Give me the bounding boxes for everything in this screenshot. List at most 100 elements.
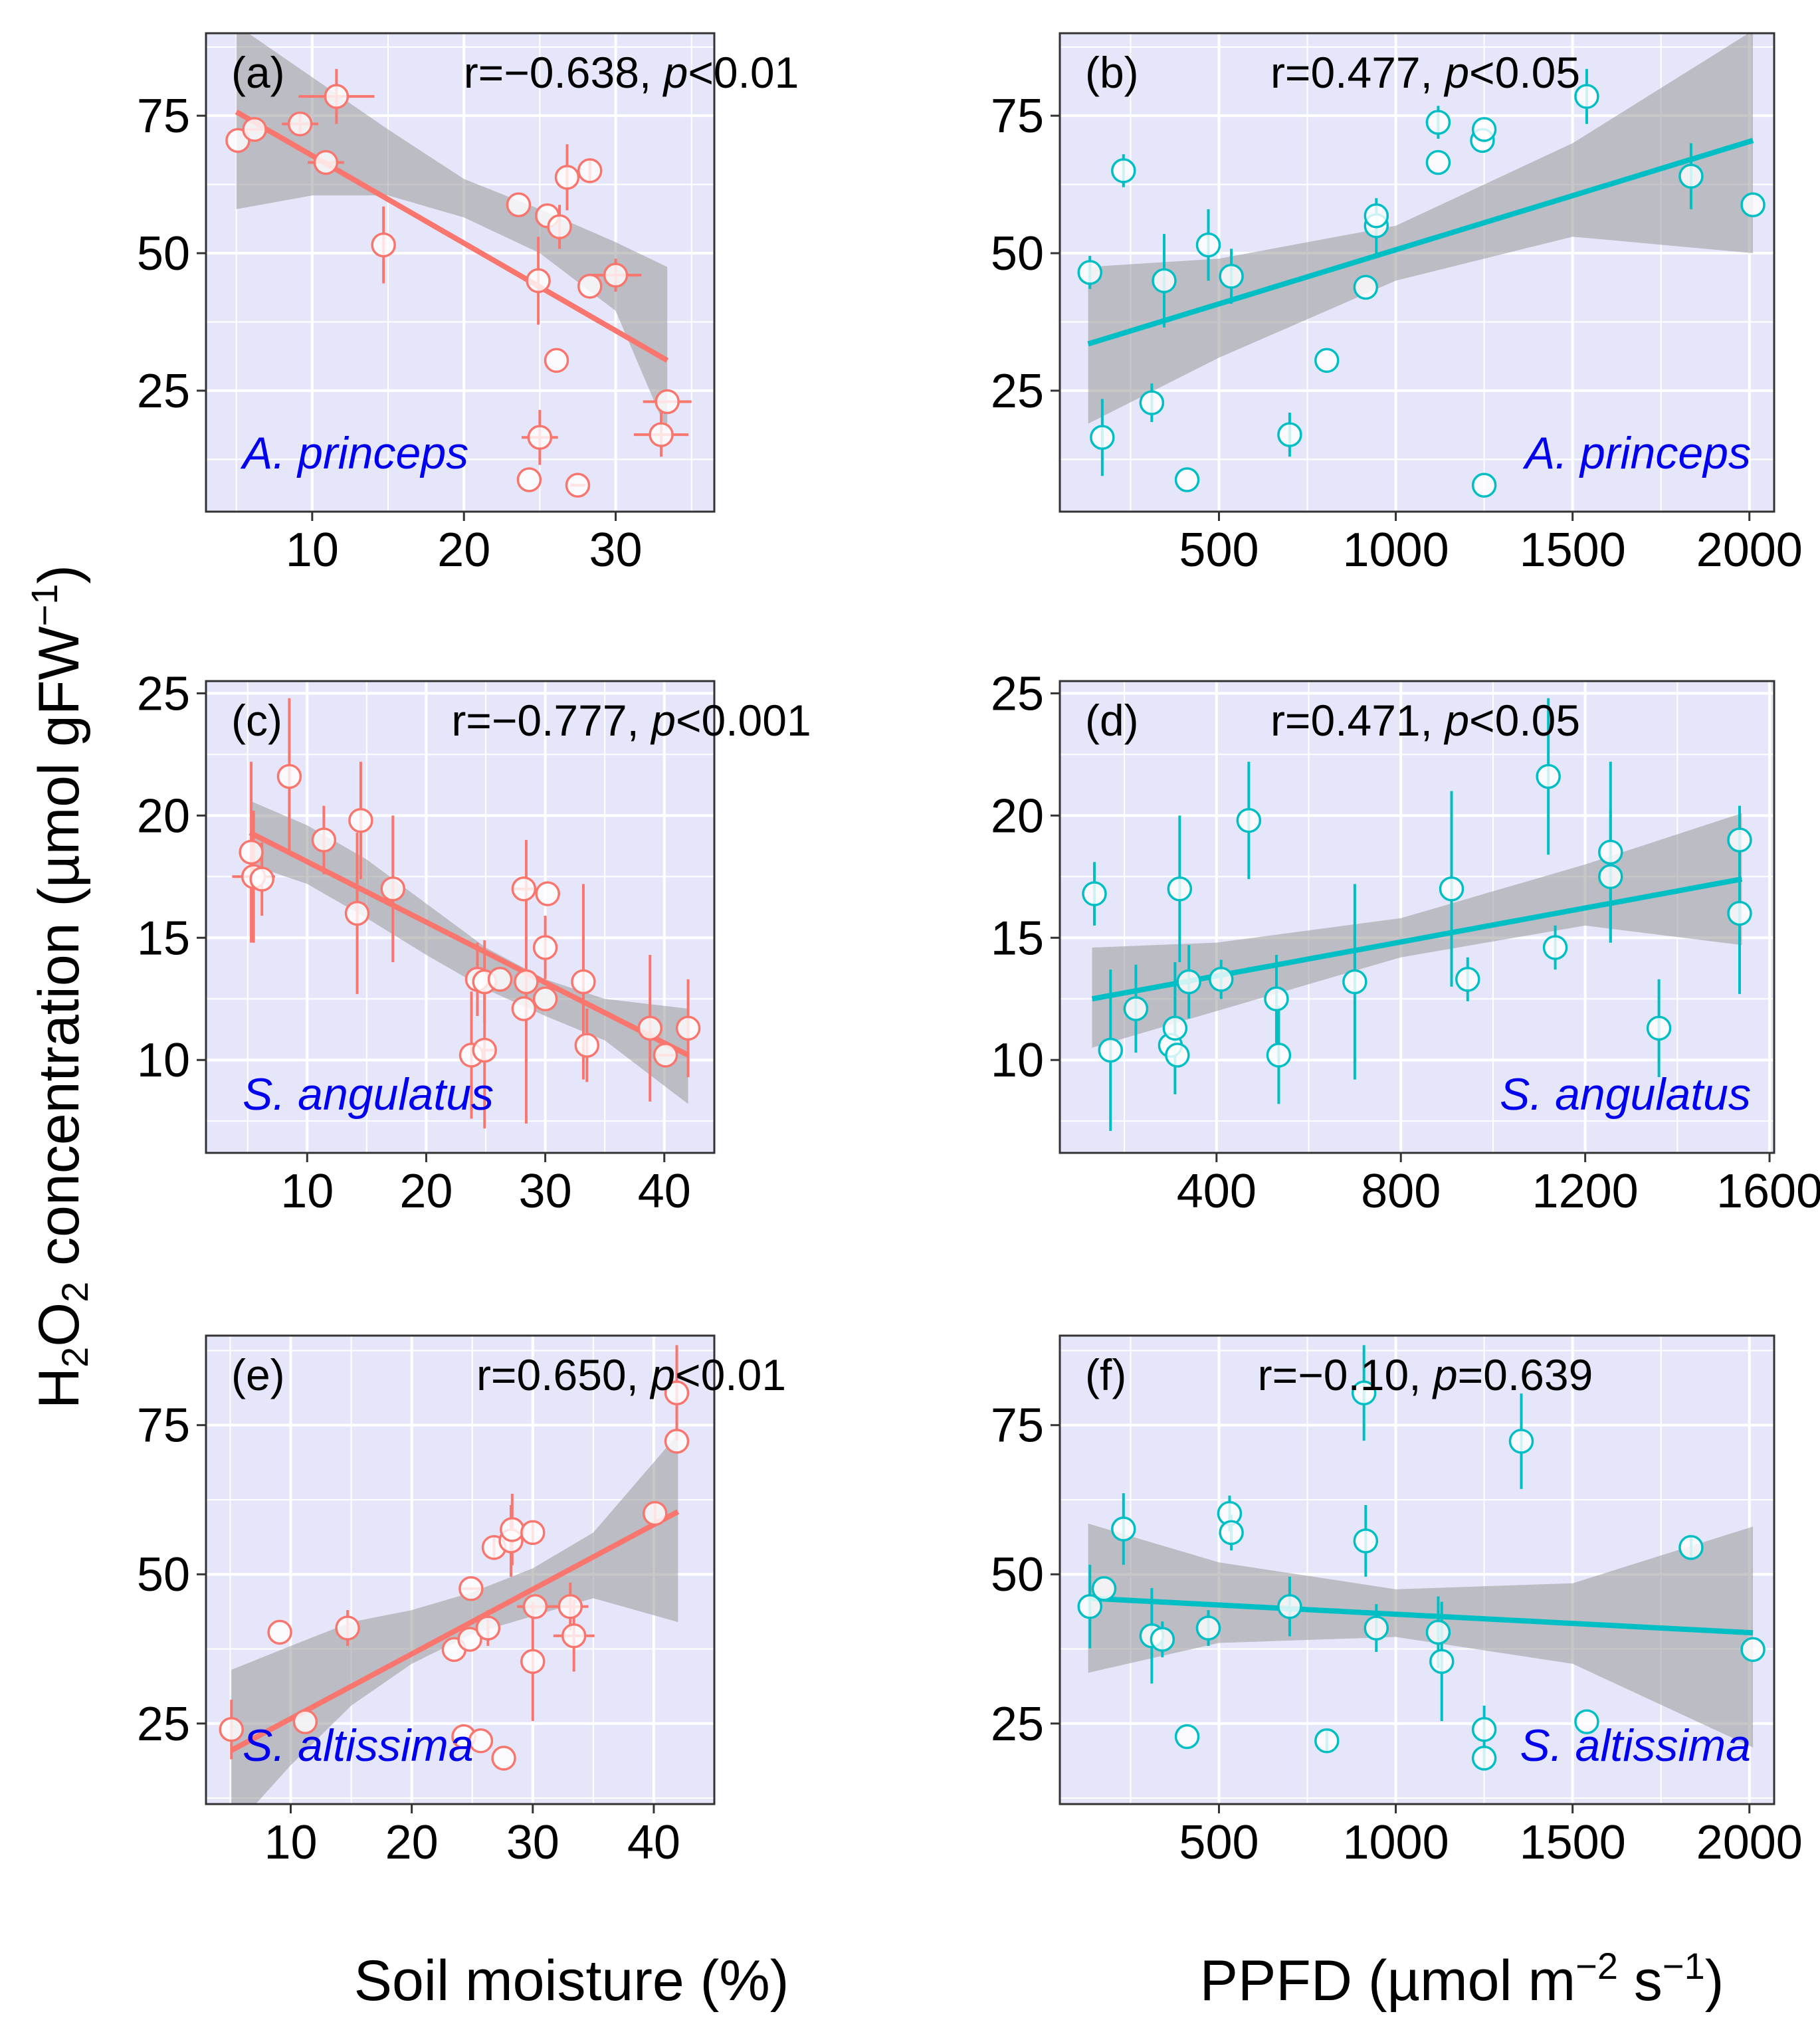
x-tick-label: 20: [385, 1816, 439, 1869]
y-tick-label: 25: [991, 667, 1044, 720]
data-point: [1098, 1037, 1124, 1063]
data-point: [1429, 1649, 1455, 1675]
y-tick-label: 20: [137, 789, 190, 843]
data-point: [1264, 986, 1289, 1011]
data-point: [1162, 1015, 1188, 1041]
data-point: [500, 1517, 525, 1542]
data-point: [1176, 969, 1201, 995]
stat-p-symbol: p: [1443, 48, 1469, 97]
y-tick-label: 10: [137, 1034, 190, 1087]
y-tick-label: 20: [991, 789, 1044, 843]
stat-p-symbol: p: [1443, 696, 1469, 745]
panel-border: [205, 32, 716, 513]
data-point: [547, 214, 572, 240]
data-point: [514, 969, 539, 995]
plot-area: [1077, 1345, 1766, 1771]
y-tick-label: 50: [137, 227, 190, 280]
data-point: [1353, 1528, 1379, 1554]
data-point: [1152, 268, 1177, 294]
x-title-right-close: ): [1705, 1949, 1724, 2013]
x-tick-label: 40: [627, 1816, 680, 1869]
confidence-band: [231, 1434, 678, 1804]
data-point: [1727, 900, 1752, 926]
data-point: [313, 150, 339, 175]
data-point: [1111, 1516, 1136, 1542]
data-point: [664, 1429, 690, 1454]
data-point: [249, 866, 274, 892]
data-point: [242, 117, 267, 142]
stat-text: r=−0.638, p<0.01: [464, 48, 799, 97]
x-tick-label: 30: [589, 524, 643, 577]
stat-text: r=0.477, p<0.05: [1270, 48, 1580, 97]
x-tick-label: 30: [506, 1816, 559, 1869]
data-point: [1508, 1429, 1534, 1454]
data-point: [472, 1037, 497, 1063]
y-title-close: ): [27, 565, 91, 584]
data-point: [1678, 1535, 1704, 1560]
data-point: [643, 1500, 668, 1526]
data-point: [324, 84, 350, 109]
data-point: [511, 996, 537, 1021]
data-point: [1364, 203, 1389, 229]
data-point: [527, 425, 553, 451]
species-label: S. altissima: [243, 1720, 474, 1771]
data-point: [1150, 1627, 1175, 1652]
data-point: [1678, 163, 1704, 189]
stat-r: r=−0.638,: [464, 48, 664, 97]
data-point: [1727, 827, 1752, 853]
data-point: [1353, 274, 1379, 300]
x-title-right-mid: s: [1618, 1949, 1663, 2013]
x-tick-label: 20: [437, 524, 490, 577]
data-point: [1077, 260, 1102, 285]
data-point: [557, 1593, 583, 1619]
y-tick-label: 75: [137, 90, 190, 143]
y-title-sup: −1: [23, 584, 65, 627]
data-point: [344, 900, 370, 926]
data-point: [574, 1033, 600, 1058]
data-point: [371, 232, 396, 258]
species-label: S. angulatus: [243, 1069, 494, 1120]
stat-p-value: <0.05: [1469, 696, 1580, 745]
panel-border: [1059, 680, 1775, 1154]
y-tick-label: 50: [991, 227, 1044, 280]
stat-r: r=−0.777,: [451, 696, 651, 745]
panel-c: 10 20 30 40 10 15 20 25 (c) r=−0.777, p<0.001 S. a…: [137, 667, 811, 1218]
fit-line: [249, 830, 690, 1058]
x-tick-label: 10: [264, 1816, 317, 1869]
data-point: [1195, 1615, 1221, 1641]
data-point: [1740, 1637, 1766, 1663]
data-point: [544, 348, 569, 373]
data-point: [532, 935, 558, 960]
x-tick-label: 500: [1179, 524, 1259, 577]
stat-text: r=−0.10, p=0.639: [1258, 1350, 1593, 1399]
data-point: [1542, 935, 1568, 960]
data-point: [520, 1520, 546, 1546]
y-title-sub1: 2: [54, 1347, 96, 1368]
data-point: [577, 158, 603, 183]
data-point: [561, 1623, 587, 1649]
y-tick-label: 25: [991, 1698, 1044, 1751]
y-tick-label: 75: [991, 1399, 1044, 1453]
data-point: [637, 1015, 663, 1041]
y-title-sub2: 2: [54, 1282, 96, 1302]
panel-label: (d): [1085, 696, 1139, 745]
data-point: [276, 763, 302, 789]
x-tick-label: 800: [1361, 1165, 1441, 1218]
stat-p-symbol: p: [649, 1350, 675, 1399]
data-point: [1598, 839, 1623, 865]
y-tick-label: 25: [137, 365, 190, 418]
data-point: [565, 472, 591, 498]
confidence-band: [1088, 1523, 1754, 1748]
confidence-band: [236, 33, 668, 432]
stat-p-symbol: p: [650, 696, 676, 745]
y-tick-label: 25: [137, 667, 190, 720]
stat-text: r=0.650, p<0.01: [476, 1350, 786, 1399]
stat-r: r=−0.10,: [1258, 1350, 1433, 1399]
data-point: [1471, 1746, 1497, 1771]
data-point: [655, 389, 680, 415]
data-point: [1236, 807, 1262, 833]
fit-line: [1088, 1595, 1754, 1636]
data-point: [664, 1380, 690, 1405]
x-tick-label: 20: [399, 1165, 453, 1218]
